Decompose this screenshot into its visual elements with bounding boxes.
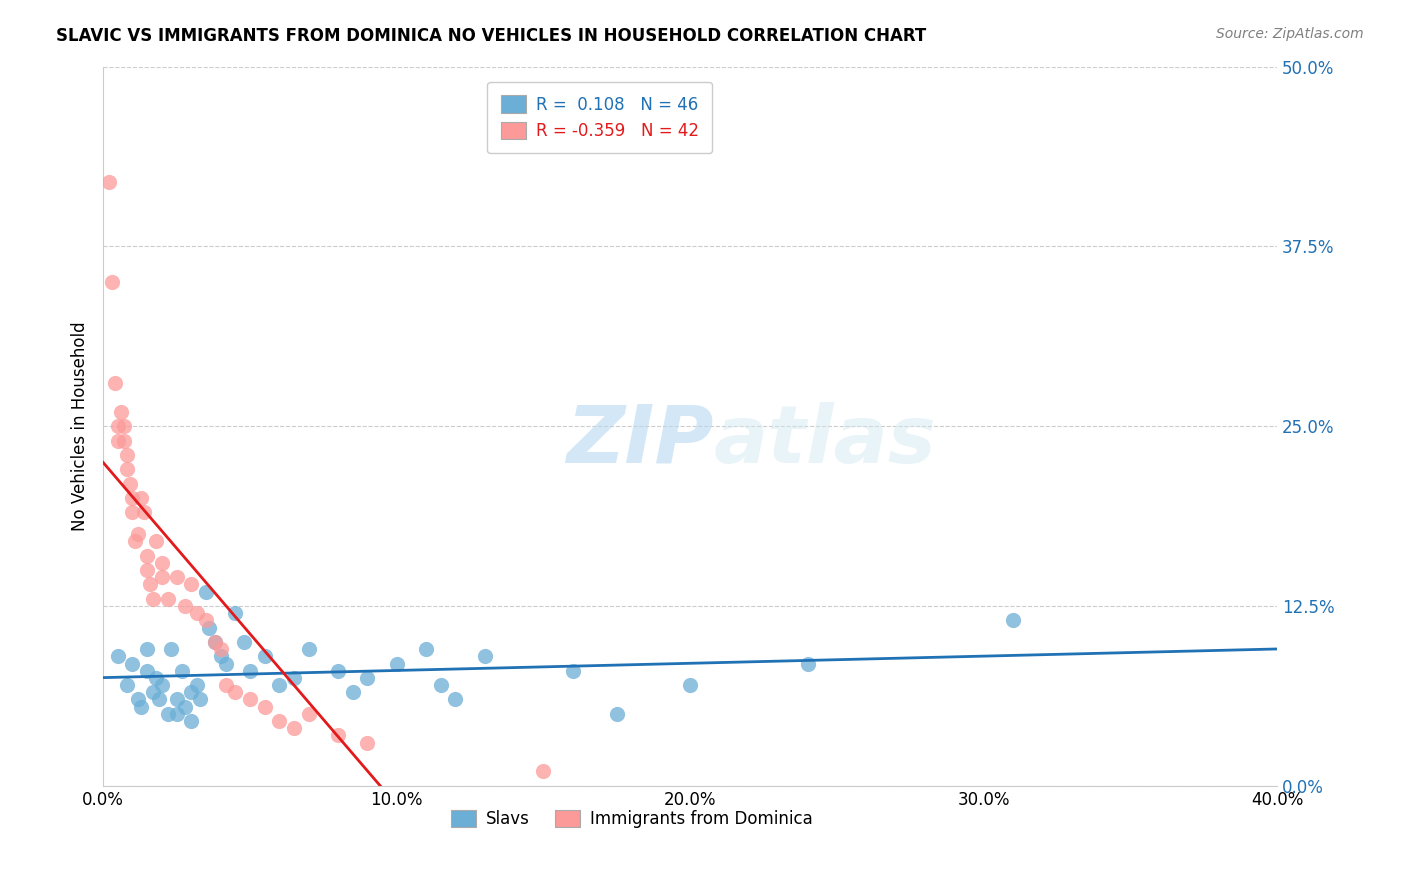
- Point: [297, 706, 319, 721]
- Text: atlas: atlas: [714, 401, 936, 480]
- Point: [115, 462, 138, 476]
- Point: [127, 692, 149, 706]
- Point: [209, 642, 232, 657]
- Point: [269, 678, 291, 692]
- Point: [142, 591, 165, 606]
- Point: [148, 692, 170, 706]
- Point: [209, 649, 232, 664]
- Point: [215, 657, 238, 671]
- Point: [679, 678, 702, 692]
- Point: [297, 642, 319, 657]
- Point: [429, 678, 451, 692]
- Point: [150, 678, 173, 692]
- Point: [121, 491, 143, 505]
- Point: [115, 448, 138, 462]
- Point: [127, 527, 149, 541]
- Point: [239, 692, 262, 706]
- Point: [326, 664, 349, 678]
- Text: ZIP: ZIP: [567, 401, 714, 480]
- Point: [129, 699, 152, 714]
- Point: [121, 657, 143, 671]
- Text: SLAVIC VS IMMIGRANTS FROM DOMINICA NO VEHICLES IN HOUSEHOLD CORRELATION CHART: SLAVIC VS IMMIGRANTS FROM DOMINICA NO VE…: [56, 27, 927, 45]
- Point: [115, 678, 138, 692]
- Point: [326, 728, 349, 742]
- Point: [342, 685, 364, 699]
- Y-axis label: No Vehicles in Household: No Vehicles in Household: [72, 321, 89, 531]
- Point: [561, 664, 583, 678]
- Point: [239, 664, 262, 678]
- Point: [533, 764, 555, 779]
- Point: [101, 276, 124, 290]
- Point: [172, 664, 194, 678]
- Point: [136, 642, 159, 657]
- Point: [385, 657, 408, 671]
- Point: [174, 699, 197, 714]
- Point: [136, 563, 159, 577]
- Point: [174, 599, 197, 613]
- Point: [150, 556, 173, 570]
- Point: [224, 606, 246, 620]
- Point: [233, 635, 256, 649]
- Text: Source: ZipAtlas.com: Source: ZipAtlas.com: [1216, 27, 1364, 41]
- Point: [283, 721, 305, 735]
- Point: [107, 419, 129, 434]
- Point: [145, 534, 167, 549]
- Point: [110, 405, 132, 419]
- Point: [204, 635, 226, 649]
- Point: [124, 534, 146, 549]
- Point: [356, 671, 378, 685]
- Point: [186, 606, 208, 620]
- Legend: Slavs, Immigrants from Dominica: Slavs, Immigrants from Dominica: [444, 804, 818, 835]
- Point: [136, 549, 159, 563]
- Point: [253, 649, 276, 664]
- Point: [166, 706, 188, 721]
- Point: [224, 685, 246, 699]
- Point: [107, 649, 129, 664]
- Point: [129, 491, 152, 505]
- Point: [356, 736, 378, 750]
- Point: [444, 692, 467, 706]
- Point: [180, 577, 202, 591]
- Point: [269, 714, 291, 728]
- Point: [107, 434, 129, 448]
- Point: [156, 706, 179, 721]
- Point: [194, 613, 217, 627]
- Point: [474, 649, 496, 664]
- Point: [415, 642, 437, 657]
- Point: [1002, 613, 1025, 627]
- Point: [198, 621, 221, 635]
- Point: [159, 642, 181, 657]
- Point: [796, 657, 818, 671]
- Point: [166, 570, 188, 584]
- Point: [186, 678, 208, 692]
- Point: [180, 714, 202, 728]
- Point: [118, 476, 141, 491]
- Point: [150, 570, 173, 584]
- Point: [134, 506, 156, 520]
- Point: [98, 175, 121, 189]
- Point: [142, 685, 165, 699]
- Point: [112, 434, 135, 448]
- Point: [139, 577, 162, 591]
- Point: [204, 635, 226, 649]
- Point: [136, 664, 159, 678]
- Point: [283, 671, 305, 685]
- Point: [253, 699, 276, 714]
- Point: [606, 706, 628, 721]
- Point: [156, 591, 179, 606]
- Point: [166, 692, 188, 706]
- Point: [121, 506, 143, 520]
- Point: [188, 692, 211, 706]
- Point: [194, 584, 217, 599]
- Point: [112, 419, 135, 434]
- Point: [104, 376, 127, 390]
- Point: [215, 678, 238, 692]
- Point: [145, 671, 167, 685]
- Point: [180, 685, 202, 699]
